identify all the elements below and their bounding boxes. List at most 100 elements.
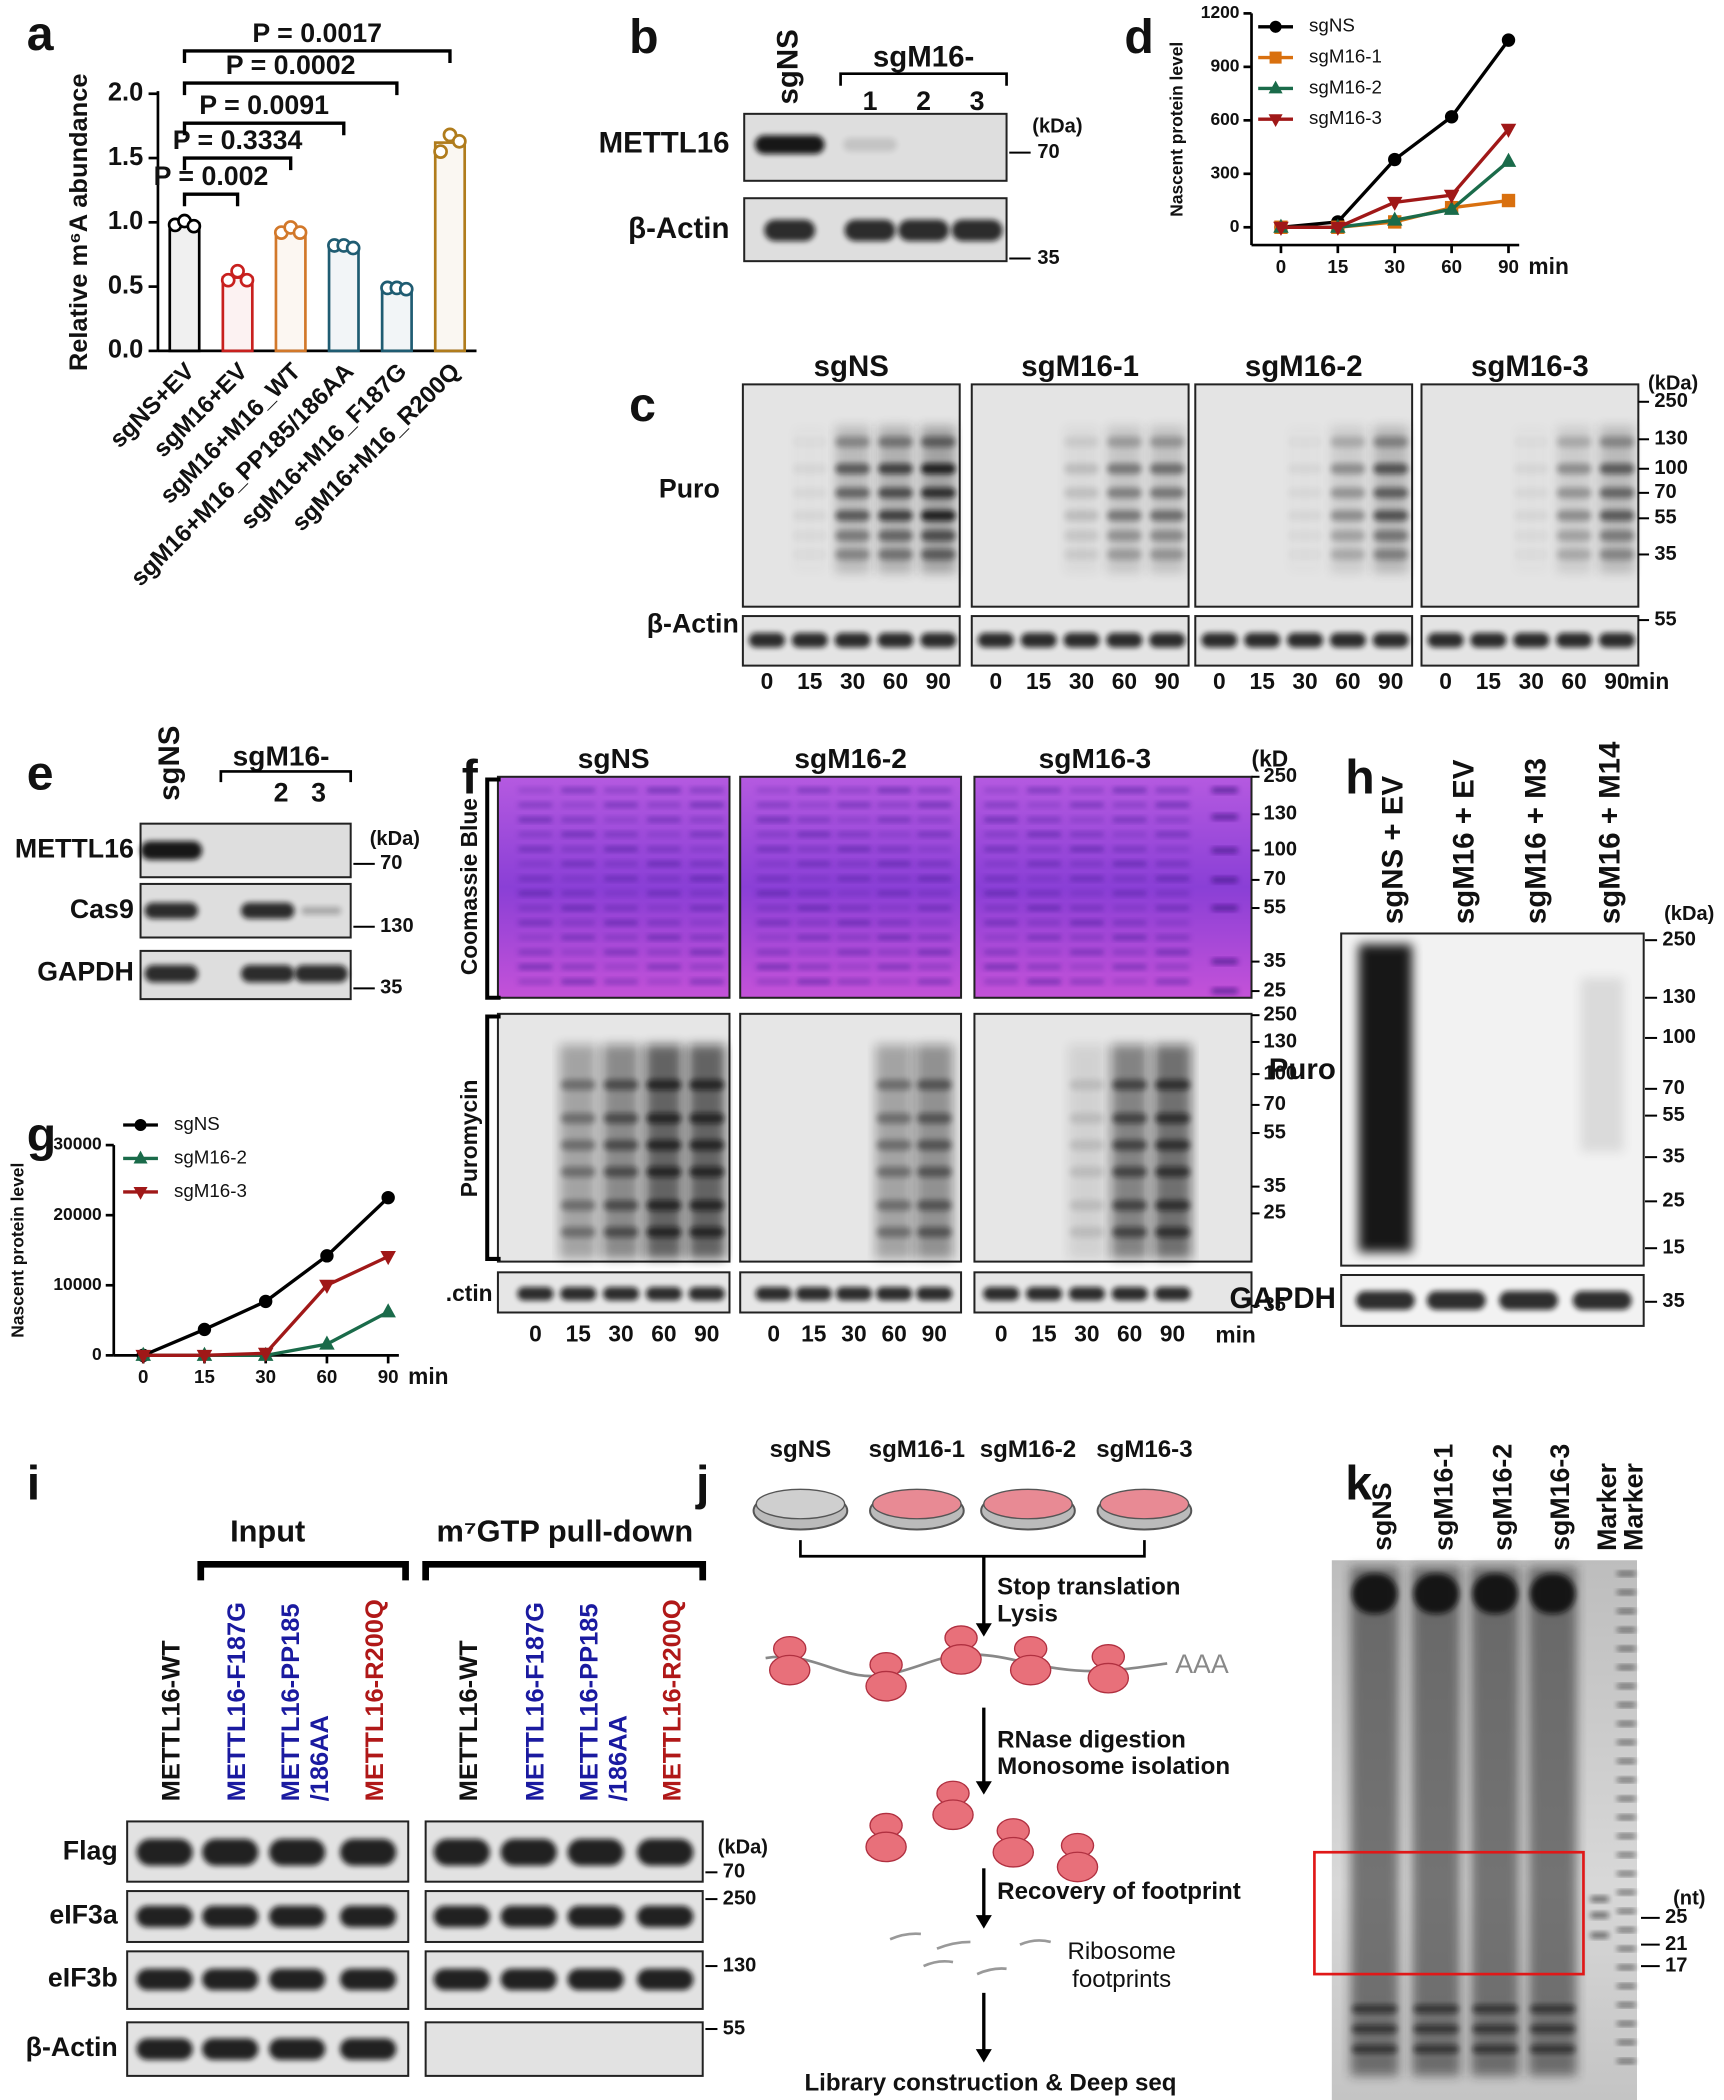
label: 0 — [990, 668, 1003, 694]
band — [1556, 549, 1592, 560]
band — [876, 1226, 912, 1238]
band — [689, 1139, 725, 1151]
significance-bracket — [182, 49, 452, 63]
band — [878, 549, 913, 560]
lane-label-line: /186AA — [306, 1715, 334, 1801]
lane-label-line: /186AA — [604, 1715, 632, 1801]
label: Puromycin — [456, 1080, 482, 1198]
band — [983, 934, 1019, 941]
band — [876, 1079, 912, 1091]
band — [560, 1226, 596, 1238]
band — [689, 1200, 725, 1211]
point — [1386, 211, 1403, 226]
label: Marker — [1619, 1462, 1649, 1550]
band — [876, 787, 912, 793]
legend-label: sgNS — [1309, 15, 1355, 36]
band — [1064, 487, 1099, 499]
band — [878, 487, 913, 499]
band — [1069, 890, 1105, 896]
band — [1026, 816, 1062, 823]
y-tick-label: 300 — [1210, 162, 1239, 182]
band — [796, 846, 832, 852]
band — [240, 964, 295, 983]
band — [920, 530, 956, 542]
band — [1373, 549, 1409, 560]
label: 90 — [922, 1320, 947, 1346]
band — [140, 841, 203, 860]
band — [433, 1905, 490, 1928]
band — [560, 1079, 596, 1091]
band — [646, 875, 682, 882]
band — [1069, 920, 1105, 926]
x-axis-label: min — [408, 1363, 448, 1389]
band — [983, 846, 1019, 852]
bracket — [485, 777, 501, 1000]
band — [1020, 632, 1057, 648]
band — [878, 510, 913, 521]
band — [646, 1112, 682, 1124]
label: sgM16-2 — [1488, 1444, 1518, 1551]
band — [983, 905, 1019, 911]
point — [1500, 123, 1517, 138]
smear — [1350, 1566, 1399, 2076]
label: 70 — [1037, 141, 1059, 163]
band — [983, 802, 1019, 808]
band — [500, 1905, 557, 1928]
band — [1616, 1759, 1636, 1764]
band — [756, 875, 792, 882]
lane-label-line: METTL16-F187G — [521, 1602, 549, 1801]
y-axis-label: Nascent protein level — [1166, 42, 1186, 217]
band — [756, 846, 792, 852]
band — [1413, 2004, 1459, 2013]
label: Ribosome — [1067, 1938, 1175, 1965]
band — [560, 875, 596, 882]
band — [603, 934, 639, 941]
band — [1112, 964, 1148, 970]
band — [603, 1079, 639, 1091]
panel-letter: d — [1124, 10, 1153, 64]
band — [876, 875, 912, 882]
band — [1616, 1852, 1636, 1857]
label: 0 — [767, 1320, 780, 1346]
label: Marker — [1592, 1462, 1622, 1550]
band — [1286, 632, 1324, 648]
band — [835, 510, 871, 521]
label: 30 — [1519, 668, 1544, 694]
band — [1556, 436, 1592, 448]
bar — [168, 222, 201, 353]
band — [1211, 905, 1239, 911]
band — [983, 831, 1019, 838]
band — [1155, 861, 1190, 867]
band — [1155, 846, 1190, 852]
label: 60 — [651, 1320, 676, 1346]
band — [1616, 1909, 1636, 1914]
band — [876, 831, 912, 838]
band — [1155, 831, 1190, 838]
band — [1069, 949, 1105, 955]
band — [983, 964, 1019, 970]
label: 15 — [1250, 668, 1276, 694]
band — [689, 1226, 725, 1238]
band — [1112, 1226, 1148, 1238]
band — [560, 787, 596, 793]
legend-label: sgM16-2 — [1309, 76, 1382, 97]
band — [637, 1838, 694, 1866]
label: 15 — [797, 668, 823, 694]
point — [1443, 200, 1460, 215]
x-tick-label: 60 — [1441, 256, 1462, 277]
replicate-point — [292, 225, 308, 240]
band — [518, 920, 553, 926]
label: eIF3a — [49, 1900, 119, 1930]
band — [1472, 2025, 1518, 2034]
label: sgNS — [770, 1436, 832, 1463]
band — [560, 1166, 596, 1178]
band — [756, 964, 792, 970]
band — [518, 905, 553, 911]
band — [1616, 1590, 1636, 1595]
band — [876, 905, 912, 911]
panel-letter: i — [27, 1456, 40, 1510]
bar — [274, 229, 307, 353]
band — [1026, 831, 1062, 838]
band — [756, 890, 792, 896]
band — [1513, 632, 1550, 648]
